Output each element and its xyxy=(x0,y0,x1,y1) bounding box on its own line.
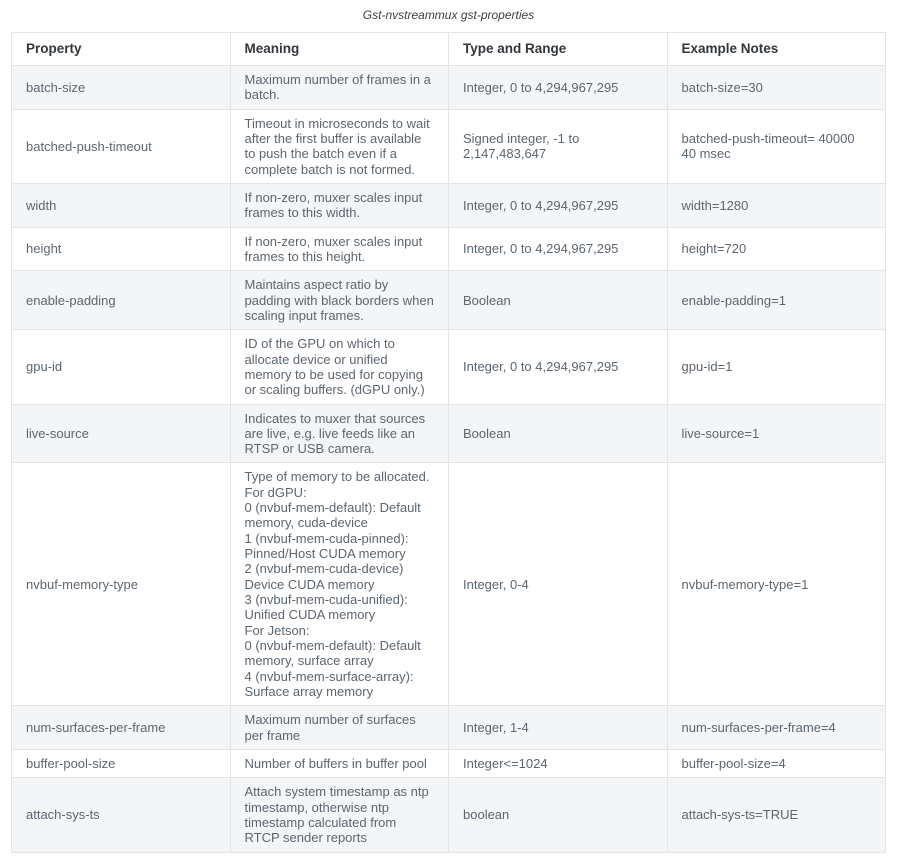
table-row: batched-push-timeout Timeout in microsec… xyxy=(11,108,886,184)
gst-properties-table: Property Meaning Type and Range Example … xyxy=(11,32,886,853)
property-cell: nvbuf-memory-type xyxy=(11,462,231,707)
meaning-cell: ID of the GPU on which to allocate devic… xyxy=(229,329,449,405)
table-row: live-source Indicates to muxer that sour… xyxy=(11,403,886,464)
table-title: Gst-nvstreammux gst-properties xyxy=(362,8,535,22)
example-notes-cell: batch-size=30 xyxy=(666,64,886,110)
column-header-type-and-range: Type and Range xyxy=(448,32,668,66)
property-cell: buffer-pool-size xyxy=(11,749,231,779)
type-range-cell: Integer, 0 to 4,294,967,295 xyxy=(448,64,668,110)
property-cell: width xyxy=(11,182,231,228)
type-range-cell: Boolean xyxy=(448,403,668,464)
example-notes-cell: live-source=1 xyxy=(666,403,886,464)
property-cell: batch-size xyxy=(11,64,231,110)
table-row: nvbuf-memory-type Type of memory to be a… xyxy=(11,462,886,707)
property-cell: gpu-id xyxy=(11,329,231,405)
table-row: buffer-pool-size Number of buffers in bu… xyxy=(11,749,886,779)
property-cell: num-surfaces-per-frame xyxy=(11,705,231,751)
column-header-example-notes: Example Notes xyxy=(666,32,886,66)
table-row: height If non-zero, muxer scales input f… xyxy=(11,226,886,272)
property-cell: batched-push-timeout xyxy=(11,108,231,184)
table-row: width If non-zero, muxer scales input fr… xyxy=(11,182,886,228)
property-cell: attach-sys-ts xyxy=(11,777,231,853)
property-cell: height xyxy=(11,226,231,272)
table-row: batch-size Maximum number of frames in a… xyxy=(11,64,886,110)
type-range-cell: Integer<=1024 xyxy=(448,749,668,779)
type-range-cell: Integer, 0 to 4,294,967,295 xyxy=(448,329,668,405)
meaning-cell: Maximum number of surfaces per frame xyxy=(229,705,449,751)
property-cell: enable-padding xyxy=(11,270,231,331)
meaning-cell: Number of buffers in buffer pool xyxy=(229,749,449,779)
example-notes-cell: enable-padding=1 xyxy=(666,270,886,331)
example-notes-cell: width=1280 xyxy=(666,182,886,228)
table-row: enable-padding Maintains aspect ratio by… xyxy=(11,270,886,331)
meaning-cell: Indicates to muxer that sources are live… xyxy=(229,403,449,464)
property-cell: live-source xyxy=(11,403,231,464)
meaning-cell: If non-zero, muxer scales input frames t… xyxy=(229,182,449,228)
example-notes-cell: attach-sys-ts=TRUE xyxy=(666,777,886,853)
meaning-cell: Maintains aspect ratio by padding with b… xyxy=(229,270,449,331)
example-notes-cell: num-surfaces-per-frame=4 xyxy=(666,705,886,751)
table-header: Property Meaning Type and Range Example … xyxy=(11,32,886,66)
example-notes-cell: gpu-id=1 xyxy=(666,329,886,405)
column-header-meaning: Meaning xyxy=(229,32,449,66)
type-range-cell: Integer, 1-4 xyxy=(448,705,668,751)
type-range-cell: Integer, 0 to 4,294,967,295 xyxy=(448,182,668,228)
example-notes-cell: height=720 xyxy=(666,226,886,272)
example-notes-cell: batched-push-timeout= 40000 40 msec xyxy=(666,108,886,184)
table-row: attach-sys-ts Attach system timestamp as… xyxy=(11,777,886,853)
meaning-cell: If non-zero, muxer scales input frames t… xyxy=(229,226,449,272)
table-body: batch-size Maximum number of frames in a… xyxy=(11,64,886,853)
type-range-cell: Boolean xyxy=(448,270,668,331)
meaning-cell: Type of memory to be allocated. For dGPU… xyxy=(229,462,449,707)
type-range-cell: Integer, 0 to 4,294,967,295 xyxy=(448,226,668,272)
table-row: num-surfaces-per-frame Maximum number of… xyxy=(11,705,886,751)
type-range-cell: Signed integer, -1 to 2,147,483,647 xyxy=(448,108,668,184)
type-range-cell: boolean xyxy=(448,777,668,853)
meaning-cell: Timeout in microseconds to wait after th… xyxy=(229,108,449,184)
example-notes-cell: buffer-pool-size=4 xyxy=(666,749,886,779)
meaning-cell: Attach system timestamp as ntp timestamp… xyxy=(229,777,449,853)
header-row: Property Meaning Type and Range Example … xyxy=(11,32,886,66)
column-header-property: Property xyxy=(11,32,231,66)
type-range-cell: Integer, 0-4 xyxy=(448,462,668,707)
meaning-cell: Maximum number of frames in a batch. xyxy=(229,64,449,110)
table-row: gpu-id ID of the GPU on which to allocat… xyxy=(11,329,886,405)
example-notes-cell: nvbuf-memory-type=1 xyxy=(666,462,886,707)
